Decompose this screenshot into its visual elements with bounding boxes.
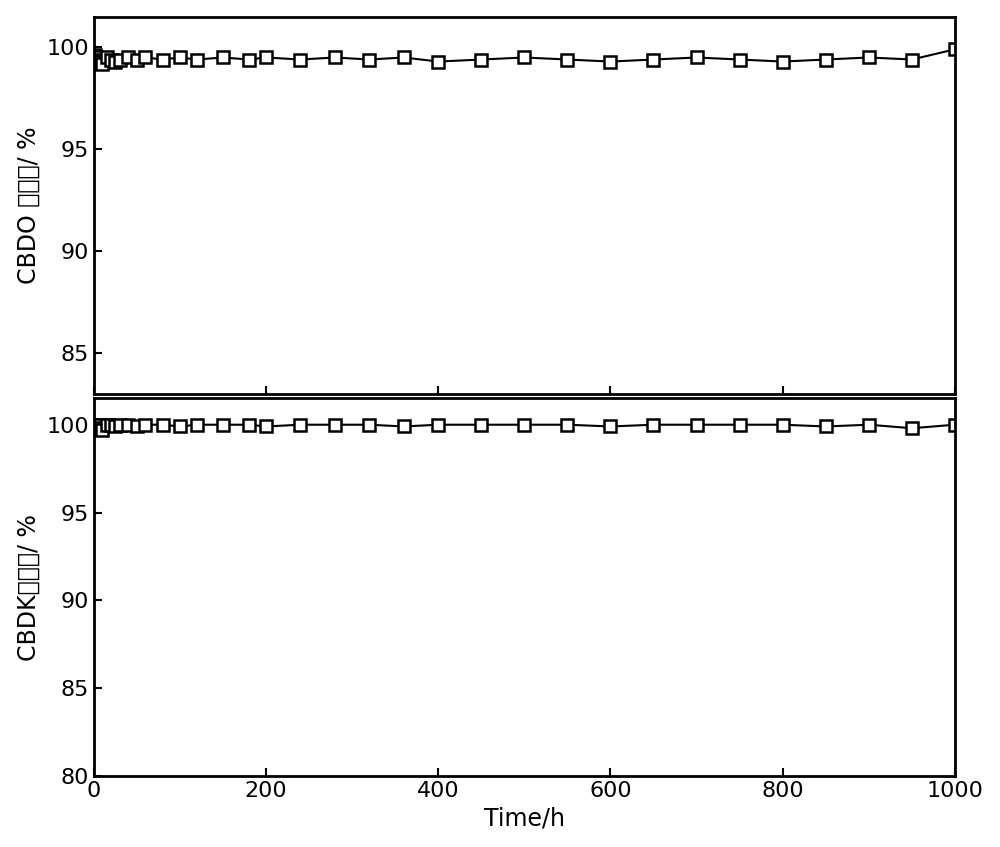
Y-axis label: CBDK转化率/ %: CBDK转化率/ %: [17, 514, 41, 661]
X-axis label: Time/h: Time/h: [484, 806, 565, 830]
Y-axis label: CBDO 选择性/ %: CBDO 选择性/ %: [17, 127, 41, 285]
